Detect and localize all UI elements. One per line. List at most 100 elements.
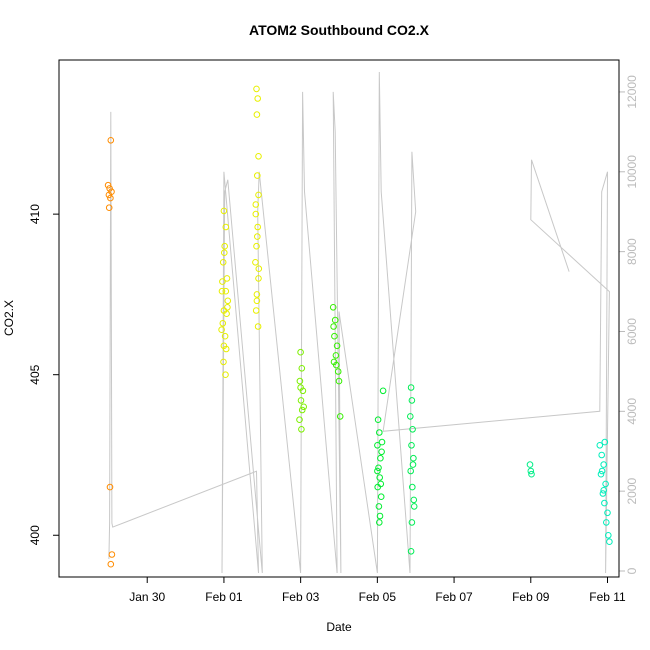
data-point xyxy=(297,384,304,391)
data-point xyxy=(218,326,225,334)
plot-frame xyxy=(58,59,620,578)
data-point xyxy=(410,496,418,504)
data-point xyxy=(600,461,608,468)
data-points-layer xyxy=(104,85,613,568)
data-point xyxy=(409,483,416,491)
data-point xyxy=(410,503,418,510)
data-point xyxy=(374,416,382,424)
data-point xyxy=(334,368,342,375)
data-point xyxy=(253,297,261,305)
data-point xyxy=(252,259,259,266)
right-tick-label: 2000 xyxy=(625,477,639,504)
data-point xyxy=(104,181,112,189)
data-point xyxy=(221,332,229,340)
data-point xyxy=(255,191,262,199)
data-point xyxy=(335,377,343,385)
x-tick-label: Jan 30 xyxy=(129,590,165,604)
data-point xyxy=(255,265,263,273)
data-point xyxy=(375,503,383,510)
data-point xyxy=(253,242,260,250)
secondary-line-layer xyxy=(108,71,610,574)
data-point xyxy=(331,316,339,324)
data-point xyxy=(333,342,341,350)
data-point xyxy=(105,191,113,199)
y-tick-label: 405 xyxy=(28,364,42,384)
data-point xyxy=(604,509,611,517)
data-point xyxy=(407,467,415,475)
data-point xyxy=(377,493,385,501)
data-point xyxy=(605,532,612,539)
data-point xyxy=(253,85,260,93)
data-point xyxy=(332,352,340,359)
chart-title: ATOM2 Southbound CO2.X xyxy=(249,22,430,38)
data-point xyxy=(222,371,229,379)
y-tick-label: 410 xyxy=(28,204,42,224)
data-point xyxy=(376,512,384,520)
data-point xyxy=(253,172,261,179)
data-point xyxy=(297,397,305,404)
data-point xyxy=(374,467,381,475)
data-point xyxy=(222,223,230,231)
data-point xyxy=(220,342,228,350)
data-point xyxy=(331,332,338,340)
data-point xyxy=(378,448,385,456)
data-point xyxy=(219,259,227,266)
data-point xyxy=(379,387,387,395)
data-point xyxy=(603,519,610,526)
data-point xyxy=(598,467,606,475)
x-tick-label: Feb 01 xyxy=(205,590,243,604)
data-point xyxy=(218,287,226,295)
x-tick-label: Feb 07 xyxy=(435,590,473,604)
data-point xyxy=(255,275,262,282)
data-point xyxy=(527,467,535,475)
x-tick-label: Feb 09 xyxy=(512,590,550,604)
data-point xyxy=(252,210,260,218)
data-point xyxy=(374,442,381,449)
data-point xyxy=(601,499,608,507)
data-point xyxy=(602,480,609,488)
data-point xyxy=(219,320,227,327)
data-point xyxy=(219,278,226,285)
data-point xyxy=(375,464,382,472)
data-point xyxy=(106,185,113,192)
data-point xyxy=(596,442,604,449)
data-point xyxy=(330,323,337,330)
data-point xyxy=(298,426,305,433)
data-point xyxy=(598,451,606,459)
data-point xyxy=(599,490,607,497)
data-point xyxy=(107,560,115,568)
data-point xyxy=(252,201,260,208)
data-point xyxy=(409,461,417,468)
data-point xyxy=(255,153,262,160)
data-point xyxy=(296,377,304,385)
data-point xyxy=(300,403,308,411)
data-point xyxy=(336,413,344,420)
data-point xyxy=(407,413,414,420)
data-point xyxy=(107,194,114,202)
data-point xyxy=(108,551,116,558)
data-point xyxy=(252,307,260,314)
data-point xyxy=(224,304,231,311)
right-tick-label: 4000 xyxy=(625,398,639,425)
data-point xyxy=(376,519,383,526)
right-tick-label: 10000 xyxy=(625,155,639,189)
data-point xyxy=(376,474,384,481)
data-point xyxy=(333,361,340,369)
data-point xyxy=(253,291,261,298)
data-point xyxy=(601,438,609,446)
right-tick-label: 8000 xyxy=(625,238,639,265)
x-axis-label: Date xyxy=(326,620,352,634)
data-point xyxy=(224,297,232,305)
data-point xyxy=(253,111,261,118)
data-point xyxy=(597,470,605,478)
x-tick-label: Feb 11 xyxy=(589,590,626,604)
data-point xyxy=(253,233,261,240)
data-point xyxy=(407,384,415,391)
data-point xyxy=(600,487,608,494)
data-point xyxy=(407,548,415,555)
x-tick-label: Feb 05 xyxy=(359,590,397,604)
data-point xyxy=(528,470,535,478)
right-tick-label: 6000 xyxy=(625,318,639,345)
data-point xyxy=(107,137,115,144)
